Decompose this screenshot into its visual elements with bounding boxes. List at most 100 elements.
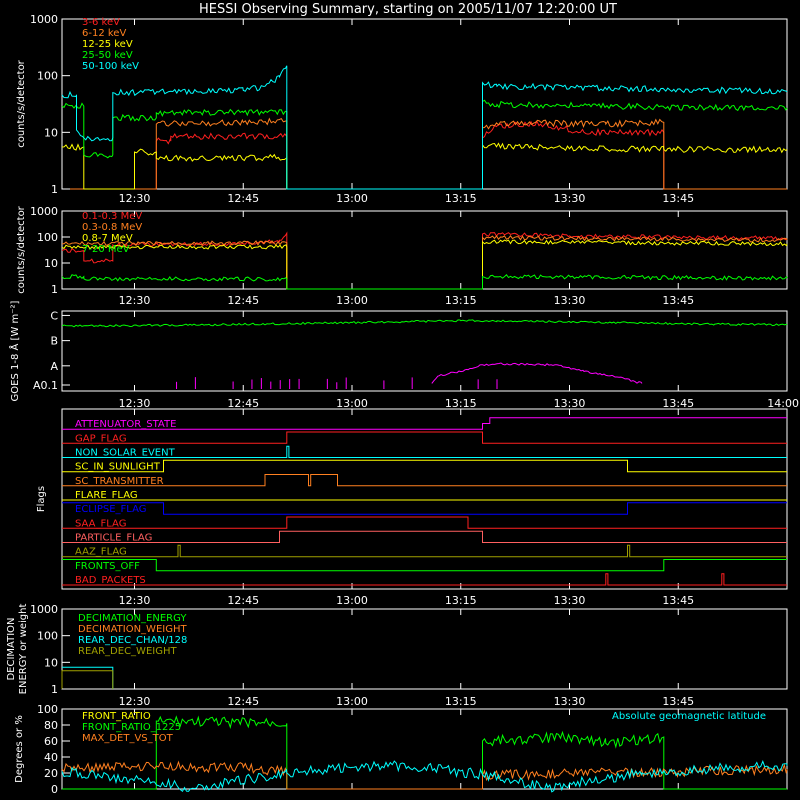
flag-line-eclipse-flag <box>62 502 787 515</box>
lowe-xtick-label: 13:45 <box>662 192 694 205</box>
highe-xtick-label: 12:30 <box>119 294 151 307</box>
highe-series-0-8-7-mev <box>61 239 788 290</box>
lowe-xtick-label: 13:15 <box>445 192 477 205</box>
flag-label-bad-packets: BAD_PACKETS <box>75 575 146 586</box>
ratio-ytick-label: 0 <box>51 783 58 796</box>
lowe-ytick-label: 1000 <box>30 13 58 26</box>
ratio-ytick-label: 80 <box>44 719 58 732</box>
lowe-xtick-label: 12:30 <box>119 192 151 205</box>
flags-xtick-label: 13:45 <box>662 594 694 607</box>
decim-legend-entry: DECIMATION_WEIGHT <box>78 624 187 635</box>
ratio-legend-entry: MAX_DET_VS_TOT <box>82 733 174 744</box>
lowe-legend-entry: 12-25 keV <box>82 39 133 50</box>
flag-label-gap-flag: GAP_FLAG <box>75 433 127 444</box>
lowe-series-50-100-kev <box>61 65 788 190</box>
ratio-ytick-label: 60 <box>44 735 58 748</box>
lowe-ytick-label: 100 <box>37 70 58 83</box>
lowe-legend-entry: 6-12 keV <box>82 28 126 39</box>
goes-xtick-label: 13:30 <box>554 397 586 410</box>
flag-label-particle-flag: PARTICLE_FLAG <box>75 533 152 544</box>
ratio-series-front-ratio-1225 <box>62 715 787 790</box>
flag-label-sc-transmitter: SC_TRANSMITTER <box>75 476 164 487</box>
flag-label-non-solar-event: NON_SOLAR_EVENT <box>75 448 176 459</box>
ratio-ytick-label: 40 <box>44 751 58 764</box>
decim-xtick-label: 12:45 <box>227 695 259 708</box>
lowe-ylabel: counts/s/detector <box>16 59 27 147</box>
flag-line-attenuator-state <box>62 417 787 430</box>
lowe-series-3-6-kev <box>62 120 787 190</box>
decim-xtick-label: 13:30 <box>554 695 586 708</box>
flag-label-attenuator-state: ATTENUATOR_STATE <box>75 419 176 430</box>
goes-frame <box>61 310 788 392</box>
decim-ytick-label: 10 <box>44 656 58 669</box>
ratio-ytick-label: 100 <box>37 703 58 716</box>
ratio-legend-entry: FRONT_RATIO <box>82 711 151 722</box>
flag-label-eclipse-flag: ECLIPSE_FLAG <box>75 504 146 515</box>
flags-frame <box>61 408 788 590</box>
goes-xtick-label: 13:15 <box>445 397 477 410</box>
flag-line-bad-packets <box>62 573 787 586</box>
ratio-annotation: Absolute geomagnetic latitude <box>612 711 766 722</box>
decim-legend-entry: DECIMATION_ENERGY <box>78 613 187 624</box>
goes-xtick-label: 12:30 <box>119 397 151 410</box>
highe-xtick-label: 13:30 <box>554 294 586 307</box>
goes-xtick-label: 12:45 <box>227 397 259 410</box>
highe-xtick-label: 12:45 <box>227 294 259 307</box>
highe-legend-entry: 0.8-7 MeV <box>82 233 133 244</box>
flags-ylabel: Flags <box>36 486 47 512</box>
decim-xtick-label: 13:00 <box>336 695 368 708</box>
decim-series-rear-dec-weight <box>61 670 114 689</box>
lowe-ytick-label: 10 <box>44 126 58 139</box>
lowe-ytick-label: 1 <box>51 183 58 196</box>
decim-ylabel-line1: DECIMATION <box>6 617 17 680</box>
highe-ytick-label: 1 <box>51 283 58 296</box>
flag-label-saa-flag: SAA_FLAG <box>75 518 126 529</box>
highe-ylabel: counts/s/detector <box>16 205 27 293</box>
flags-xtick-label: 12:45 <box>227 594 259 607</box>
highe-xtick-label: 13:15 <box>445 294 477 307</box>
lowe-series-12-25-kev <box>61 142 788 190</box>
highe-ytick-label: 10 <box>44 257 58 270</box>
lowe-xtick-label: 12:45 <box>227 192 259 205</box>
decim-frame <box>61 608 788 690</box>
goes-ytick-label: B <box>50 335 58 348</box>
ratio-ytick-label: 20 <box>44 767 58 780</box>
goes-xtick-label: 14:00 <box>767 397 799 410</box>
flag-line-sc-transmitter <box>62 474 787 487</box>
flag-line-fronts-off <box>62 559 787 572</box>
goes-xtick-label: 13:00 <box>336 397 368 410</box>
highe-series-0-3-0-8-mev <box>62 234 788 290</box>
flags-xtick-label: 12:30 <box>119 594 151 607</box>
flags-xtick-label: 13:15 <box>445 594 477 607</box>
lowe-legend-entry: 3-6 keV <box>82 17 120 28</box>
lowe-series-6-12-kev <box>62 117 787 190</box>
goes-ytick-label: A <box>50 360 58 373</box>
lowe-series-25-50-kev <box>61 99 788 190</box>
flag-line-gap-flag <box>62 431 787 444</box>
goes-ytick-label: A0.1 <box>33 379 58 392</box>
goes-xtick-label: 13:45 <box>662 397 694 410</box>
decim-legend-entry: REAR_DEC_WEIGHT <box>78 646 177 657</box>
decim-xtick-label: 13:15 <box>445 695 477 708</box>
lowe-legend-entry: 50-100 keV <box>82 61 139 72</box>
flag-label-fronts-off: FRONTS_OFF <box>75 561 140 572</box>
ratio-legend-entry: FRONT_RATIO_1225 <box>82 722 181 733</box>
goes-ytick-label: C <box>50 309 58 322</box>
highe-ytick-label: 100 <box>37 231 58 244</box>
flags-xtick-label: 13:30 <box>554 594 586 607</box>
lowe-legend-entry: 25-50 keV <box>82 50 133 61</box>
goes-ylabel: GOES 1-8 Å [W m⁻²] <box>8 300 21 401</box>
highe-legend-entry: 0.1-0.3 MeV <box>82 211 142 222</box>
highe-legend-entry: 0.3-0.8 MeV <box>82 222 142 233</box>
highe-series-7-20-mev <box>61 274 788 290</box>
decim-xtick-label: 13:45 <box>662 695 694 708</box>
goes-series-goes-1-8- <box>61 319 788 328</box>
ratio-series-absolute-geomagnetic-latitude <box>61 760 788 793</box>
flag-label-aaz-flag: AAZ_FLAG <box>75 547 127 558</box>
highe-series-0-1-0-3-mev <box>61 231 788 290</box>
flag-line-non-solar-event <box>62 445 787 458</box>
ratio-ylabel: Degrees or % <box>14 715 25 783</box>
decim-ytick-label: 1000 <box>30 603 58 616</box>
flag-line-saa-flag <box>62 516 787 529</box>
